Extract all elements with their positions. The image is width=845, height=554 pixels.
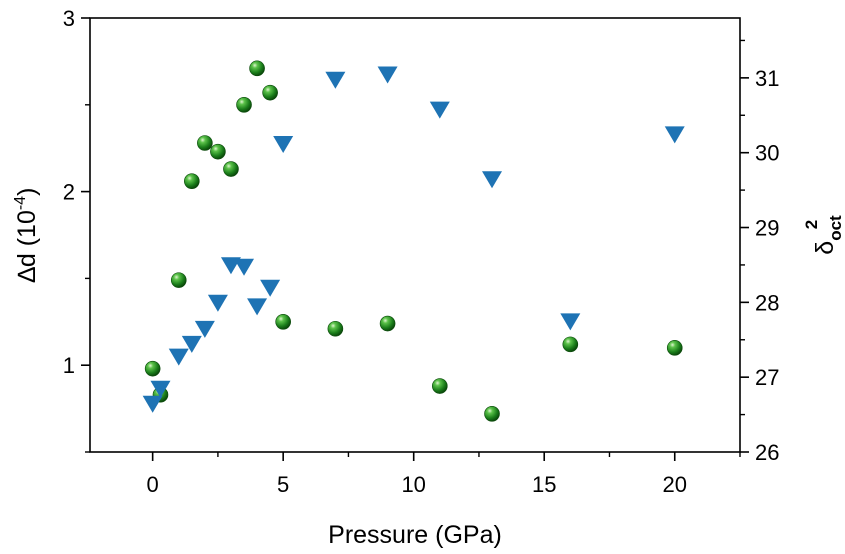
data-point-triangle bbox=[234, 258, 255, 276]
plot-frame bbox=[89, 17, 741, 453]
x-tick-label: 0 bbox=[147, 472, 159, 497]
data-point-triangle bbox=[482, 171, 503, 189]
data-point-sphere bbox=[275, 313, 291, 330]
data-point-triangle bbox=[247, 298, 268, 316]
y-right-tick-label: 28 bbox=[755, 290, 779, 315]
y-right-tick-label: 30 bbox=[755, 141, 779, 166]
data-point-sphere bbox=[562, 336, 579, 353]
y-right-axis-title: δoct2 bbox=[802, 215, 845, 255]
data-point-sphere bbox=[379, 315, 396, 332]
data-point-sphere bbox=[144, 360, 161, 377]
x-axis-title: Pressure (GPa) bbox=[328, 521, 502, 549]
data-point-triangle bbox=[150, 380, 171, 398]
y-left-tick-label: 1 bbox=[63, 353, 75, 378]
x-tick-label: 15 bbox=[532, 472, 556, 497]
data-point-triangle bbox=[260, 279, 281, 297]
y-left-axis-title: ∆d (10-4) bbox=[12, 188, 41, 283]
data-point-triangle bbox=[142, 395, 163, 413]
data-point-sphere bbox=[184, 173, 200, 189]
data-point-triangle bbox=[377, 66, 398, 84]
data-point-sphere bbox=[327, 320, 344, 337]
data-point-triangle bbox=[194, 320, 215, 338]
x-tick-label: 5 bbox=[277, 472, 289, 497]
data-point-triangle bbox=[273, 136, 294, 154]
y-right-tick-label: 29 bbox=[755, 216, 779, 241]
y-left-tick-label: 2 bbox=[63, 180, 75, 205]
data-point-sphere bbox=[262, 84, 278, 101]
data-point-sphere bbox=[484, 406, 500, 422]
y-right-tick-label: 26 bbox=[755, 440, 779, 465]
x-tick-label: 10 bbox=[401, 472, 425, 497]
data-point-sphere bbox=[431, 378, 448, 394]
data-point-sphere bbox=[223, 161, 239, 177]
data-point-triangle bbox=[207, 294, 228, 312]
data-point-sphere bbox=[666, 340, 683, 356]
data-point-triangle bbox=[560, 313, 581, 331]
y-right-tick-label: 31 bbox=[755, 66, 779, 91]
data-point-triangle bbox=[664, 126, 685, 144]
y-right-tick-label: 27 bbox=[755, 365, 779, 390]
data-point-triangle bbox=[325, 71, 346, 89]
data-point-sphere bbox=[170, 272, 187, 288]
data-marks bbox=[142, 60, 685, 422]
data-point-sphere bbox=[236, 97, 252, 113]
y-left-tick-label: 3 bbox=[63, 6, 75, 31]
data-point-sphere bbox=[249, 60, 265, 77]
data-point-sphere bbox=[210, 143, 226, 160]
data-point-triangle bbox=[168, 348, 189, 366]
data-point-triangle bbox=[181, 335, 202, 353]
data-point-triangle bbox=[429, 101, 450, 119]
axis-ticks: 0 5 10 15 20 1 2 3 26 27 28 29 30 31 bbox=[63, 6, 780, 497]
x-tick-label: 20 bbox=[662, 472, 686, 497]
data-point-sphere bbox=[197, 135, 213, 151]
